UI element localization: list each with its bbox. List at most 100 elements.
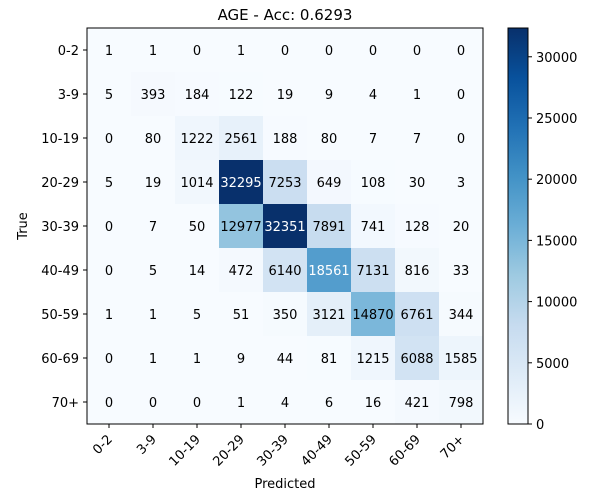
heatmap-cell: [351, 248, 396, 293]
heatmap-cell: [395, 248, 440, 293]
heatmap-cell: [263, 336, 308, 381]
cell-value-label: 1: [193, 352, 201, 367]
cell-value-label: 0: [457, 88, 465, 103]
heatmap-cell: [307, 336, 352, 381]
cell-value-label: 1215: [356, 352, 389, 367]
cell-value-label: 472: [229, 264, 254, 279]
heatmap-cell: [307, 160, 352, 205]
colorbar-tick-label: 5000: [536, 357, 569, 372]
heatmap-cell: [175, 380, 220, 425]
colorbar-tick-label: 20000: [536, 173, 577, 188]
x-tick-label: 30-39: [255, 432, 292, 469]
cell-value-label: 1: [105, 308, 113, 323]
chart-title: AGE - Acc: 0.6293: [218, 6, 353, 24]
x-tick-label: 60-69: [387, 432, 424, 469]
heatmap-cell: [307, 116, 352, 161]
heatmap-cell: [219, 160, 264, 205]
cell-value-label: 5: [193, 308, 201, 323]
heatmap-cell: [351, 336, 396, 381]
heatmap-cell: [219, 248, 264, 293]
cell-value-label: 19: [145, 176, 162, 191]
heatmap-cell: [219, 28, 264, 73]
heatmap-cell: [439, 336, 484, 381]
colorbar: [507, 27, 529, 425]
cell-value-label: 816: [405, 264, 430, 279]
cell-value-label: 5: [105, 176, 113, 191]
heatmap-cell: [175, 204, 220, 249]
heatmap-cell: [395, 116, 440, 161]
cell-value-label: 7891: [312, 220, 345, 235]
colorbar-tick-label: 0: [536, 418, 544, 433]
heatmap-cell: [439, 116, 484, 161]
heatmap-cell: [307, 204, 352, 249]
cell-value-label: 128: [405, 220, 430, 235]
cell-value-label: 741: [361, 220, 386, 235]
heatmap-cell: [307, 28, 352, 73]
heatmap-cell: [131, 380, 176, 425]
x-tick-label: 3-9: [134, 432, 160, 458]
heatmap-cell: [175, 292, 220, 337]
cell-value-label: 19: [277, 88, 294, 103]
heatmap-cell: [263, 204, 308, 249]
cell-value-label: 12977: [220, 220, 261, 235]
cell-value-label: 7253: [268, 176, 301, 191]
cell-value-label: 7: [369, 132, 377, 147]
colorbar-tick-label: 25000: [536, 112, 577, 127]
cell-value-label: 188: [273, 132, 298, 147]
heatmap-cell: [87, 160, 132, 205]
cell-value-label: 7131: [356, 264, 389, 279]
heatmap-cell: [263, 292, 308, 337]
cell-value-label: 184: [185, 88, 210, 103]
heatmap-cell: [263, 116, 308, 161]
x-tick-label: 40-49: [299, 432, 336, 469]
x-tick-label: 70+: [438, 432, 468, 462]
cell-value-label: 393: [141, 88, 166, 103]
heatmap-cell: [439, 292, 484, 337]
cell-value-label: 33: [453, 264, 470, 279]
cell-value-label: 108: [361, 176, 386, 191]
x-tick-label: 20-29: [211, 432, 248, 469]
cell-value-label: 0: [105, 220, 113, 235]
cell-value-label: 30: [409, 176, 426, 191]
cell-value-label: 44: [277, 352, 294, 367]
cell-value-label: 798: [449, 396, 474, 411]
cell-value-label: 9: [237, 352, 245, 367]
cell-value-label: 5: [105, 88, 113, 103]
cell-value-label: 14: [189, 264, 206, 279]
heatmap-cell: [219, 204, 264, 249]
colorbar-tick-label: 30000: [536, 51, 577, 66]
heatmap-cell: [439, 204, 484, 249]
heatmap-cell: [219, 380, 264, 425]
heatmap-cell: [87, 204, 132, 249]
cell-value-label: 0: [457, 44, 465, 59]
heatmap-cell: [87, 72, 132, 117]
cell-value-label: 0: [369, 44, 377, 59]
cell-value-label: 32351: [264, 220, 305, 235]
cell-value-label: 16: [365, 396, 382, 411]
cell-value-label: 1: [149, 352, 157, 367]
cell-value-label: 0: [325, 44, 333, 59]
heatmap-cell: [131, 336, 176, 381]
heatmap-cell: [395, 72, 440, 117]
heatmap-cell: [131, 72, 176, 117]
heatmap-cell: [263, 380, 308, 425]
cell-value-label: 0: [105, 264, 113, 279]
heatmap-cell: [131, 248, 176, 293]
heatmap-cell: [351, 380, 396, 425]
cell-value-label: 1222: [180, 132, 213, 147]
cell-value-label: 1: [237, 396, 245, 411]
y-tick-label: 20-29: [41, 176, 79, 191]
heatmap-cell: [87, 292, 132, 337]
heatmap-cell: [395, 336, 440, 381]
cell-value-label: 0: [105, 132, 113, 147]
cell-value-label: 0: [193, 44, 201, 59]
heatmap-cell: [175, 160, 220, 205]
cell-value-label: 3: [457, 176, 465, 191]
cell-value-label: 9: [325, 88, 333, 103]
colorbar-tick-label: 15000: [536, 234, 577, 249]
y-axis-ticks: 0-2 3-9 10-19 20-29 30-39 40-49 50-59 60-69 70+: [41, 44, 87, 411]
cell-value-label: 0: [105, 352, 113, 367]
heatmap-cell: [351, 204, 396, 249]
cell-value-label: 1014: [180, 176, 213, 191]
